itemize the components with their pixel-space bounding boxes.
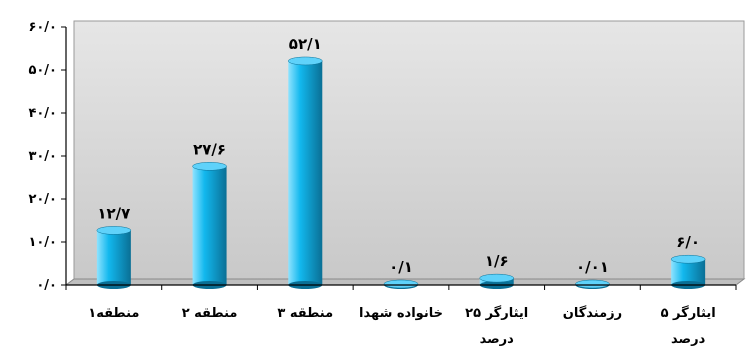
x-category-label-line: ایثارگر ۲۵ <box>465 305 528 321</box>
x-category-label-line: منطقه ۲ <box>182 306 238 321</box>
y-tick-label: ۶۰/۰ <box>28 20 57 35</box>
bar-top <box>383 279 419 289</box>
x-category-label-line: منطقه۱ <box>88 306 139 321</box>
x-axis: منطقه۱ منطقه ۲ منطقه ۳ خانواده شهدا ایثارگر … <box>65 284 737 347</box>
x-category-label: رزمندگان <box>563 305 622 321</box>
data-label: ۰/۱ <box>389 258 413 276</box>
x-category-label: ایثارگر ۲۵ درصد <box>465 305 528 347</box>
x-category-label-line: ایثارگر ۵ <box>661 305 716 321</box>
data-labels-group: ۱۲/۷ ۲۷/۶ ۵۲/۱ ۰/۱ ۱/۶ ۰/۰۱ ۶/۰ <box>97 35 700 276</box>
bar <box>96 230 131 285</box>
x-category-label: منطقه ۲ <box>182 306 238 321</box>
chart-back-wall <box>64 20 745 286</box>
data-label: ۰/۰۱ <box>576 258 609 276</box>
data-label: ۲۷/۶ <box>193 140 226 158</box>
x-category-label: ایثارگر ۵ درصد <box>661 305 716 347</box>
bar-top <box>288 56 323 66</box>
y-tick-label: ۵۰/۰ <box>28 63 57 78</box>
bar-top <box>670 254 706 264</box>
x-category-label-line: خانواده شهدا <box>359 306 443 321</box>
x-category-label-line: رزمندگان <box>563 305 622 321</box>
bar-top <box>96 226 132 235</box>
bar <box>671 259 706 285</box>
x-category-label: منطقه۱ <box>88 306 139 321</box>
y-tick-label: ۲۰/۰ <box>28 192 57 207</box>
bar <box>192 166 227 285</box>
y-tick-label: ۳۰/۰ <box>28 149 57 164</box>
x-category-label-line: درصد <box>480 332 515 347</box>
bar <box>288 60 323 285</box>
data-label: ۱۲/۷ <box>97 204 130 222</box>
data-label: ۵۲/۱ <box>289 35 322 53</box>
x-category-label: منطقه ۳ <box>277 306 333 321</box>
bars-group <box>96 56 706 289</box>
data-label: ۱/۶ <box>485 252 509 270</box>
x-category-label: خانواده شهدا <box>359 306 443 321</box>
y-tick-label: ۴۰/۰ <box>28 106 57 121</box>
bar-top <box>575 279 610 289</box>
data-label: ۶/۰ <box>676 233 700 251</box>
x-category-label-line: درصد <box>671 332 706 347</box>
y-tick-label: ۱۰/۰ <box>28 235 57 250</box>
bar-top <box>192 162 227 171</box>
y-axis: ۰/۰ ۱۰/۰ ۲۰/۰ ۳۰/۰ ۴۰/۰ ۵۰/۰ ۶۰/۰ <box>28 20 67 293</box>
plot-frame <box>64 20 746 286</box>
bar-top <box>479 273 514 283</box>
x-category-label-line: منطقه ۳ <box>277 306 333 321</box>
y-tick-label: ۰/۰ <box>36 278 57 293</box>
